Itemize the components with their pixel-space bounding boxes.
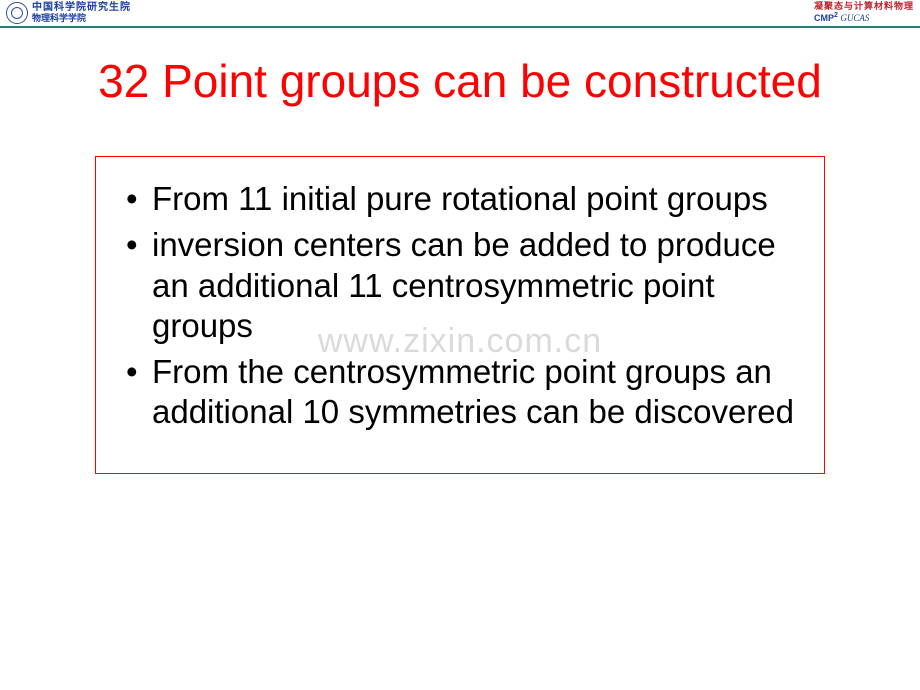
institute-line2: 物理科学学院 (32, 13, 131, 24)
header-bar: 中国科学院研究生院 物理科学学院 凝聚态与计算材料物理 CMP2 GUCAS (0, 0, 920, 28)
dept-abbrev: CMP (814, 13, 834, 23)
content-box: From 11 initial pure rotational point gr… (95, 156, 825, 474)
bullet-item: inversion centers can be added to produc… (124, 225, 796, 346)
bullet-list: From 11 initial pure rotational point gr… (124, 179, 796, 433)
logo-right: 凝聚态与计算材料物理 CMP2 GUCAS (814, 0, 920, 23)
institute-name: 中国科学院研究生院 物理科学学院 (32, 2, 131, 24)
slide-title: 32 Point groups can be constructed (0, 54, 920, 108)
dept-line1: 凝聚态与计算材料物理 (814, 1, 914, 11)
institute-line1: 中国科学院研究生院 (32, 2, 131, 13)
bullet-item: From the centrosymmetric point groups an… (124, 352, 796, 433)
logo-left: 中国科学院研究生院 物理科学学院 (0, 0, 131, 24)
dept-script: GUCAS (840, 13, 869, 23)
institute-emblem-icon (6, 2, 28, 24)
dept-sup: 2 (834, 12, 838, 19)
bullet-item: From 11 initial pure rotational point gr… (124, 179, 796, 219)
dept-line2: CMP2 GUCAS (814, 11, 914, 23)
